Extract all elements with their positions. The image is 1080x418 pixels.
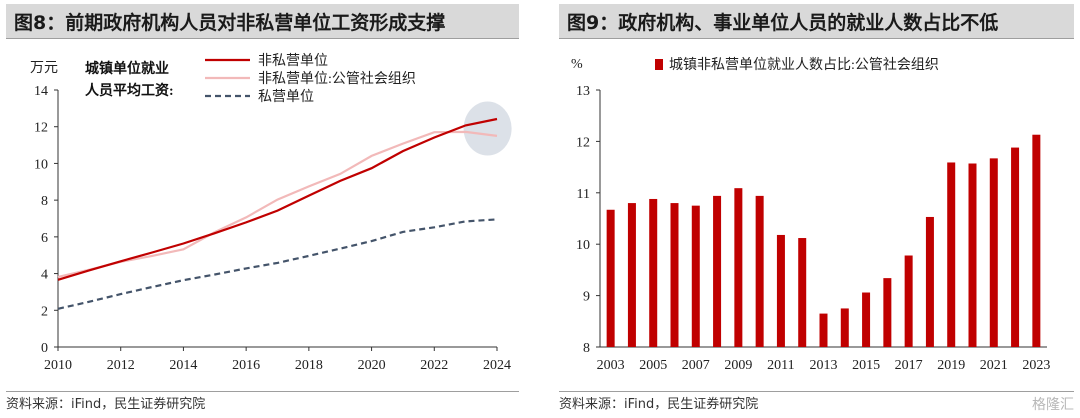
right-x-tick-label: 2005 [639, 358, 667, 373]
right-bar-2016 [883, 278, 892, 347]
right-x-tick-label: 2015 [852, 358, 880, 373]
left-annotation-line1: 城镇单位就业 [85, 60, 169, 77]
left-x-tick-label: 2020 [358, 358, 386, 373]
left-legend-label-2: 私营单位 [258, 89, 314, 105]
left-legend-label-1: 非私营单位:公管社会组织 [258, 71, 416, 87]
right-bar-2021 [989, 158, 998, 347]
left-x-tick-label: 2012 [107, 358, 135, 373]
left-y-tick-label: 6 [41, 231, 48, 246]
left-x-tick-label: 2022 [420, 358, 448, 373]
left-x-tick-label: 2016 [232, 358, 260, 373]
right-y-axis-unit: % [571, 57, 583, 72]
right-y-tick-label: 8 [583, 341, 590, 356]
right-x-tick-label: 2013 [810, 358, 838, 373]
right-x-tick-label: 2017 [895, 358, 923, 373]
right-panel: 图9：政府机构、事业单位人员的就业人数占比不低 8 9 10 11 12 13% 2003 2… [553, 0, 1080, 418]
left-x-tick-label: 2014 [169, 358, 197, 373]
right-bar-2012 [798, 238, 807, 347]
left-y-tick-label: 8 [41, 194, 48, 209]
left-title-divider [6, 38, 519, 39]
right-bar-2013 [819, 313, 828, 347]
left-title-bar: 图8：前期政府机构人员对非私营单位工资形成支撑 [6, 4, 519, 38]
right-x-tick-label: 2021 [980, 358, 1008, 373]
left-y-axis-unit: 万元 [30, 61, 58, 76]
right-y-tick-label: 10 [576, 238, 590, 253]
right-bar-2005 [649, 198, 658, 347]
left-series-line-0 [57, 117, 498, 281]
right-x-tick-label: 2019 [937, 358, 965, 373]
right-y-tick-label: 9 [583, 290, 590, 305]
right-bar-2018 [925, 216, 934, 347]
right-bar-chart: 8 9 10 11 12 13% 2003 2005 2007 2009 2011 2013 2015 2… [571, 57, 1050, 373]
left-series-line-2 [57, 218, 498, 310]
left-y-tick-label: 0 [41, 341, 48, 356]
right-y-tick-label: 11 [577, 187, 590, 202]
left-x-tick-label: 2010 [44, 358, 72, 373]
left-y-tick-label: 10 [34, 157, 48, 172]
left-y-tick-label: 12 [34, 121, 48, 136]
right-bar-2011 [776, 234, 785, 347]
right-bar-2008 [713, 195, 722, 347]
left-source-note: 资料来源：iFind，民生证券研究院 [6, 397, 206, 412]
left-panel: 图8：前期政府机构人员对非私营单位工资形成支撑 0 2 4 6 8 10 12 14 万元 201… [0, 0, 525, 418]
right-title-divider [559, 38, 1074, 39]
right-bar-2003 [606, 209, 615, 347]
right-bar-2004 [627, 203, 636, 347]
left-y-tick-label: 4 [41, 268, 48, 283]
right-x-tick-label: 2007 [682, 358, 710, 373]
left-x-tick-label: 2018 [295, 358, 323, 373]
right-bar-2015 [862, 292, 871, 347]
watermark-logo: 格隆汇 [1032, 397, 1074, 413]
left-legend-label-0: 非私营单位 [258, 53, 328, 69]
right-chart-title: 图9：政府机构、事业单位人员的就业人数占比不低 [567, 11, 999, 34]
highlight-ellipse [463, 101, 512, 156]
right-x-tick-label: 2003 [597, 358, 625, 373]
right-x-tick-label: 2011 [767, 358, 794, 373]
right-bar-2009 [734, 188, 743, 347]
right-legend-label: 城镇非私营单位就业人数占比:公管社会组织 [669, 57, 939, 73]
left-y-tick-label: 2 [41, 304, 48, 319]
left-annotation-line2: 人员平均工资: [85, 82, 174, 99]
right-source-note: 资料来源：iFind，民生证券研究院 [559, 397, 759, 412]
left-chart-title: 图8：前期政府机构人员对非私营单位工资形成支撑 [14, 11, 446, 34]
right-bar-2017 [904, 255, 913, 347]
left-y-tick-label: 14 [34, 84, 48, 99]
right-y-tick-label: 12 [576, 135, 590, 150]
right-x-tick-label: 2009 [724, 358, 752, 373]
right-y-tick-label: 13 [576, 84, 590, 99]
right-bar-2007 [691, 205, 700, 347]
right-bar-2023 [1032, 134, 1041, 347]
right-bar-2019 [947, 162, 956, 347]
right-bar-2006 [670, 203, 679, 347]
right-bar-2014 [840, 308, 849, 347]
left-line-chart: 0 2 4 6 8 10 12 14 万元 2010 2012 2014 2016 2018 2020 202… [30, 53, 512, 373]
left-x-tick-label: 2024 [483, 358, 511, 373]
right-source-divider [559, 391, 1074, 392]
right-bar-2020 [968, 163, 977, 347]
right-bar-2010 [755, 195, 764, 347]
right-legend-swatch [655, 59, 663, 70]
right-x-tick-label: 2023 [1022, 358, 1050, 373]
right-bar-2022 [1011, 147, 1020, 347]
left-source-divider [6, 391, 519, 392]
left-series-line-1 [57, 130, 498, 278]
right-title-bar: 图9：政府机构、事业单位人员的就业人数占比不低 [559, 4, 1074, 38]
